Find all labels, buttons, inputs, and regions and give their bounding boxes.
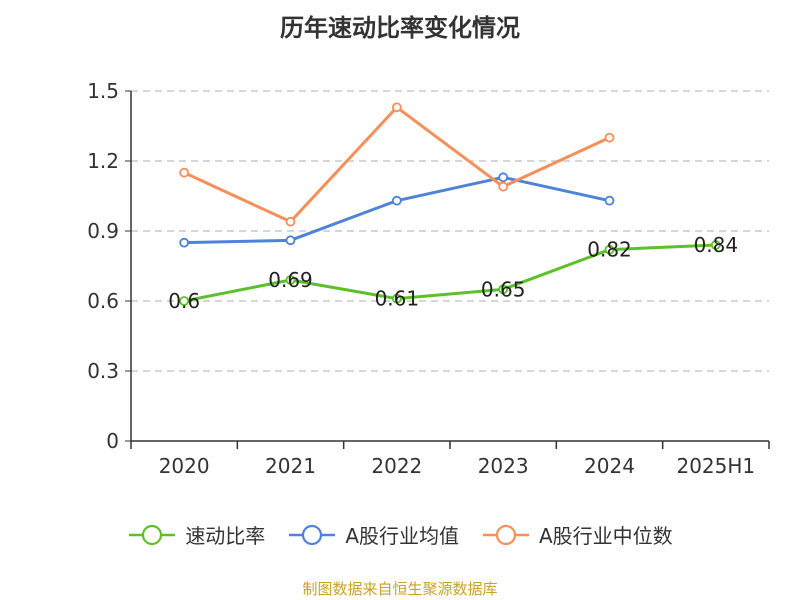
legend-label: A股行业均值 bbox=[345, 524, 459, 548]
data-point bbox=[498, 284, 509, 295]
legend-item-0[interactable]: 速动比率 bbox=[127, 520, 265, 549]
data-point bbox=[604, 132, 615, 143]
legend-label: A股行业中位数 bbox=[539, 524, 673, 548]
chart-title: 历年速动比率变化情况 bbox=[280, 14, 520, 42]
data-point bbox=[498, 172, 509, 183]
data-point bbox=[391, 195, 402, 206]
data-point bbox=[391, 293, 402, 304]
source-footer: 制图数据来自恒生聚源数据库 bbox=[302, 580, 498, 598]
y-tick-label: 1.2 bbox=[87, 149, 119, 173]
data-point bbox=[179, 296, 190, 306]
legend-label: 速动比率 bbox=[185, 524, 266, 548]
data-point bbox=[604, 195, 615, 206]
data-label: 0.69 bbox=[268, 268, 313, 292]
data-point bbox=[179, 237, 190, 248]
data-point bbox=[604, 244, 615, 255]
x-tick-label-2020: 2020 bbox=[159, 454, 210, 478]
data-label: 0.84 bbox=[694, 233, 739, 257]
data-point bbox=[285, 235, 296, 246]
data-label: 0.65 bbox=[481, 277, 526, 301]
data-point bbox=[179, 167, 190, 178]
y-tick-label: 0.3 bbox=[87, 359, 119, 383]
y-tick-label: 0 bbox=[106, 429, 119, 453]
legend-item-2[interactable]: A股行业中位数 bbox=[481, 520, 673, 549]
y-tick-label: 0.9 bbox=[87, 219, 119, 243]
series-layer bbox=[179, 102, 721, 306]
data-point bbox=[391, 102, 402, 113]
legend-marker-icon bbox=[129, 524, 176, 545]
legend: 速动比率 A股行业均值 A股行业中位数 bbox=[0, 520, 800, 549]
data-label: 0.61 bbox=[375, 287, 420, 311]
x-tick-label-2025H1: 2025H1 bbox=[676, 454, 755, 478]
data-point bbox=[498, 181, 509, 192]
legend-marker-icon bbox=[289, 524, 336, 545]
grid-layer bbox=[131, 90, 769, 372]
data-label-layer: 0.6 0.69 0.61 0.65 0.82 0.84 bbox=[168, 233, 738, 313]
data-point bbox=[285, 275, 296, 285]
legend-marker-icon bbox=[483, 524, 529, 545]
data-label: 0.6 bbox=[168, 289, 200, 313]
legend-item-1[interactable]: A股行业均值 bbox=[287, 520, 459, 549]
y-tick-label: 0.6 bbox=[87, 289, 119, 313]
data-point bbox=[710, 240, 721, 250]
x-tick-label-2023: 2023 bbox=[478, 454, 529, 478]
axis-layer: 0 0.3 0.6 0.9 1.2 1.5 2020 2021 2022 2023 2024 2025… bbox=[87, 79, 770, 478]
x-tick-label-2021: 2021 bbox=[265, 454, 316, 478]
data-label: 0.82 bbox=[587, 238, 632, 262]
series-line-0 bbox=[183, 243, 716, 303]
y-tick-label: 1.5 bbox=[87, 79, 119, 103]
series-line-1 bbox=[184, 175, 610, 245]
x-tick-label-2022: 2022 bbox=[371, 454, 422, 478]
x-tick-label-2024: 2024 bbox=[584, 454, 635, 478]
data-point bbox=[285, 216, 296, 227]
